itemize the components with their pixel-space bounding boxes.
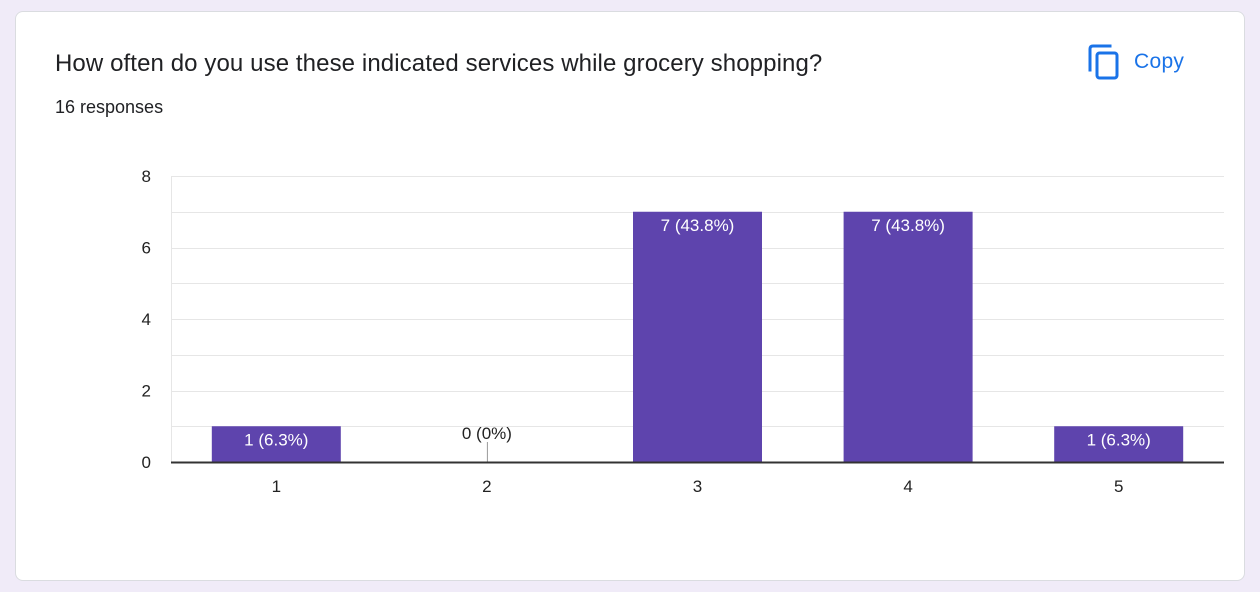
y-tick-label: 2 (142, 382, 151, 401)
x-tick-label: 1 (272, 477, 281, 496)
x-tick-label: 4 (903, 477, 912, 496)
bar-data-label: 0 (0%) (462, 424, 512, 443)
chart-card: How often do you use these indicated ser… (15, 11, 1245, 581)
bar-data-label: 1 (6.3%) (244, 430, 308, 449)
bar-data-label: 7 (43.8%) (661, 216, 735, 235)
y-tick-label: 6 (142, 239, 151, 258)
x-tick-label: 5 (1114, 477, 1123, 496)
bar (211, 426, 341, 462)
copy-button[interactable]: Copy (1088, 40, 1184, 84)
y-tick-label: 4 (142, 310, 151, 329)
bar-data-label: 1 (6.3%) (1087, 430, 1151, 449)
response-count: 16 responses (55, 97, 164, 117)
bar (843, 211, 973, 462)
bar (633, 211, 762, 462)
copy-icon (1088, 44, 1120, 80)
copy-label: Copy (1134, 50, 1185, 73)
bar-data-label: 7 (43.8%) (871, 216, 945, 235)
question-title: How often do you use these indicated ser… (55, 50, 823, 77)
x-tick-label: 3 (693, 477, 702, 496)
y-tick-label: 8 (142, 167, 151, 186)
y-tick-label: 0 (142, 453, 151, 472)
bar (1054, 426, 1184, 462)
x-tick-label: 2 (482, 477, 491, 496)
